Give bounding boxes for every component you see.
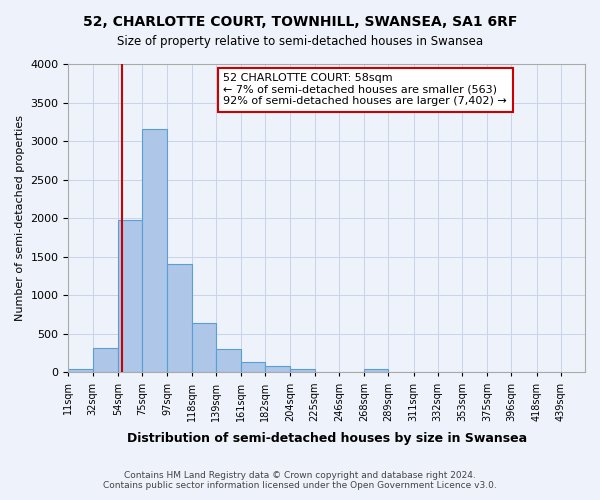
Y-axis label: Number of semi-detached properties: Number of semi-detached properties (15, 115, 25, 321)
Bar (241, 362, 265, 372)
Text: 52, CHARLOTTE COURT, TOWNHILL, SWANSEA, SA1 6RF: 52, CHARLOTTE COURT, TOWNHILL, SWANSEA, … (83, 15, 517, 29)
Bar (215, 349, 241, 372)
Text: 52 CHARLOTTE COURT: 58sqm
← 7% of semi-detached houses are smaller (563)
92% of : 52 CHARLOTTE COURT: 58sqm ← 7% of semi-d… (223, 74, 507, 106)
Bar (142, 129, 167, 372)
Bar (290, 368, 314, 372)
Bar (167, 264, 191, 372)
Bar (92, 348, 118, 372)
Bar (118, 220, 142, 372)
X-axis label: Distribution of semi-detached houses by size in Swansea: Distribution of semi-detached houses by … (127, 432, 527, 445)
Bar (68, 368, 92, 372)
Text: Size of property relative to semi-detached houses in Swansea: Size of property relative to semi-detach… (117, 35, 483, 48)
Bar (191, 323, 215, 372)
Bar (265, 366, 290, 372)
Bar (364, 370, 388, 372)
Text: Contains HM Land Registry data © Crown copyright and database right 2024.
Contai: Contains HM Land Registry data © Crown c… (103, 470, 497, 490)
